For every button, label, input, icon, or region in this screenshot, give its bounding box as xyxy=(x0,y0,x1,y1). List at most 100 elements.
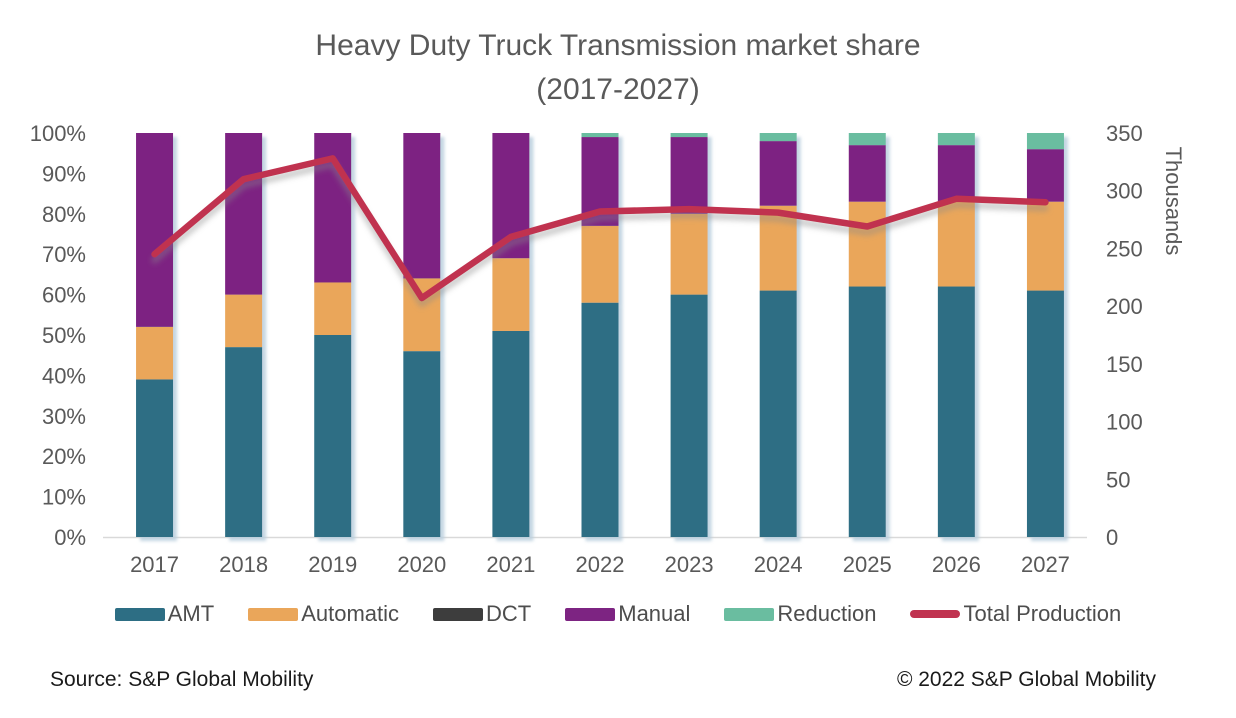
legend-swatch-manual xyxy=(565,607,616,621)
chart-footer: Source: S&P Global Mobility © 2022 S&P G… xyxy=(50,668,1156,692)
y-axis-right-tick: 100 xyxy=(1106,410,1143,435)
bar-2019 xyxy=(314,133,352,537)
x-axis-tick-2025: 2025 xyxy=(843,552,892,577)
bar-segment-2019-automatic xyxy=(314,282,352,335)
bar-segment-2017-automatic xyxy=(136,326,174,380)
chart-legend: AMT Automatic DCT Manual Reduction Total Prod… xyxy=(40,597,1196,631)
bar-segment-2024-amt xyxy=(759,290,797,537)
y-axis-left-tick: 80% xyxy=(42,202,86,227)
bar-segment-2022-automatic xyxy=(581,225,619,303)
bar-segment-2020-manual xyxy=(403,133,441,279)
bar-segment-2027-automatic xyxy=(1026,201,1064,291)
bar-segment-2026-automatic xyxy=(937,201,975,287)
bar-segment-2018-automatic xyxy=(225,294,263,348)
bar-2020 xyxy=(403,133,441,537)
bar-segment-2020-amt xyxy=(403,351,441,537)
x-axis-tick-2020: 2020 xyxy=(397,552,446,577)
chart-title-block: Heavy Duty Truck Transmission market sha… xyxy=(0,24,1236,112)
y-axis-left-tick: 50% xyxy=(42,323,86,348)
bar-2024 xyxy=(759,133,797,537)
chart-title: Heavy Duty Truck Transmission market sha… xyxy=(315,29,921,62)
bar-segment-2023-reduction xyxy=(670,133,708,138)
y-axis-left-tick: 60% xyxy=(42,283,86,308)
y-axis-right-tick: 250 xyxy=(1106,236,1143,261)
bar-2018 xyxy=(225,133,263,537)
bar-2023 xyxy=(670,133,708,537)
legend-swatch-amt xyxy=(114,607,165,621)
y-axis-left-tick: 20% xyxy=(42,444,86,469)
bar-segment-2025-reduction xyxy=(848,133,886,146)
y-axis-right-tick: 350 xyxy=(1106,121,1143,146)
y-axis-left-tick: 10% xyxy=(42,485,86,510)
legend-swatch-reduction xyxy=(724,607,775,621)
y-axis-right-tick: 200 xyxy=(1106,294,1143,319)
y-axis-left-tick: 0% xyxy=(54,525,86,550)
legend-swatch-total-production xyxy=(910,610,961,618)
legend-label-reduction: Reduction xyxy=(777,601,877,626)
bar-segment-2025-amt xyxy=(848,286,886,537)
bar-2017 xyxy=(136,133,174,537)
y-axis-left-tick: 70% xyxy=(42,242,86,267)
bar-2021 xyxy=(492,133,530,537)
bar-2022 xyxy=(581,133,619,537)
bar-2026 xyxy=(937,133,975,537)
bar-segment-2027-amt xyxy=(1026,290,1064,537)
bar-segment-2024-reduction xyxy=(759,133,797,142)
bar-segment-2027-manual xyxy=(1026,149,1064,202)
y-axis-left-tick: 90% xyxy=(42,161,86,186)
bar-segment-2024-automatic xyxy=(759,205,797,291)
legend-label-automatic: Automatic xyxy=(301,601,400,626)
bar-segment-2018-amt xyxy=(225,347,263,537)
x-axis-tick-2017: 2017 xyxy=(130,552,179,577)
legend-item-total-production: Total Production xyxy=(910,601,1121,627)
x-axis-tick-2021: 2021 xyxy=(486,552,535,577)
legend-item-amt: AMT xyxy=(114,601,215,627)
legend-swatch-automatic xyxy=(248,607,299,621)
bar-segment-2023-manual xyxy=(670,137,708,214)
x-axis-tick-2018: 2018 xyxy=(219,552,268,577)
bar-segment-2026-manual xyxy=(937,145,975,202)
legend-item-dct: DCT xyxy=(433,601,531,627)
bar-segment-2022-reduction xyxy=(581,133,619,138)
legend-label-dct: DCT xyxy=(486,601,532,626)
bar-segment-2023-amt xyxy=(670,294,708,537)
x-axis-tick-2024: 2024 xyxy=(754,552,803,577)
source-note: Source: S&P Global Mobility xyxy=(50,668,314,691)
legend-item-manual: Manual xyxy=(565,601,690,627)
y-axis-left-tick: 30% xyxy=(42,404,86,429)
bar-segment-2023-automatic xyxy=(670,213,708,295)
right-axis-title: Thousands xyxy=(1161,147,1186,256)
legend-swatch-dct xyxy=(433,607,484,621)
bar-segment-2025-automatic xyxy=(848,201,886,287)
x-axis-tick-2019: 2019 xyxy=(308,552,357,577)
chart-subtitle: (2017-2027) xyxy=(536,73,700,106)
bar-segment-2021-amt xyxy=(492,330,530,537)
bar-segment-2024-manual xyxy=(759,141,797,206)
y-axis-left-tick: 100% xyxy=(30,121,86,146)
bar-2025 xyxy=(848,133,886,537)
bar-segment-2017-manual xyxy=(136,133,174,327)
legend-label-amt: AMT xyxy=(167,601,215,626)
y-axis-right-tick: 300 xyxy=(1106,179,1143,204)
bar-segment-2022-amt xyxy=(581,302,619,537)
total-production-line xyxy=(151,155,1049,302)
y-axis-left-tick: 40% xyxy=(42,363,86,388)
legend-label-manual: Manual xyxy=(618,601,691,626)
x-axis-tick-2022: 2022 xyxy=(576,552,625,577)
bar-segment-2025-manual xyxy=(848,145,886,202)
copyright-note: © 2022 S&P Global Mobility xyxy=(896,668,1156,691)
bar-segment-2026-reduction xyxy=(937,133,975,146)
legend-label-total-production: Total Production xyxy=(963,601,1122,626)
bar-segment-2018-manual xyxy=(225,133,263,295)
x-axis-tick-2026: 2026 xyxy=(932,552,981,577)
bar-segment-2027-reduction xyxy=(1026,133,1064,150)
y-axis-right-tick: 150 xyxy=(1106,352,1143,377)
y-axis-right-tick: 0 xyxy=(1106,525,1118,550)
bar-2027 xyxy=(1026,133,1064,537)
bar-segment-2021-automatic xyxy=(492,258,530,331)
bar-segment-2026-amt xyxy=(937,286,975,537)
bar-segment-2019-amt xyxy=(314,335,352,537)
legend-item-reduction: Reduction xyxy=(724,601,876,627)
y-axis-right-tick: 50 xyxy=(1106,467,1130,492)
